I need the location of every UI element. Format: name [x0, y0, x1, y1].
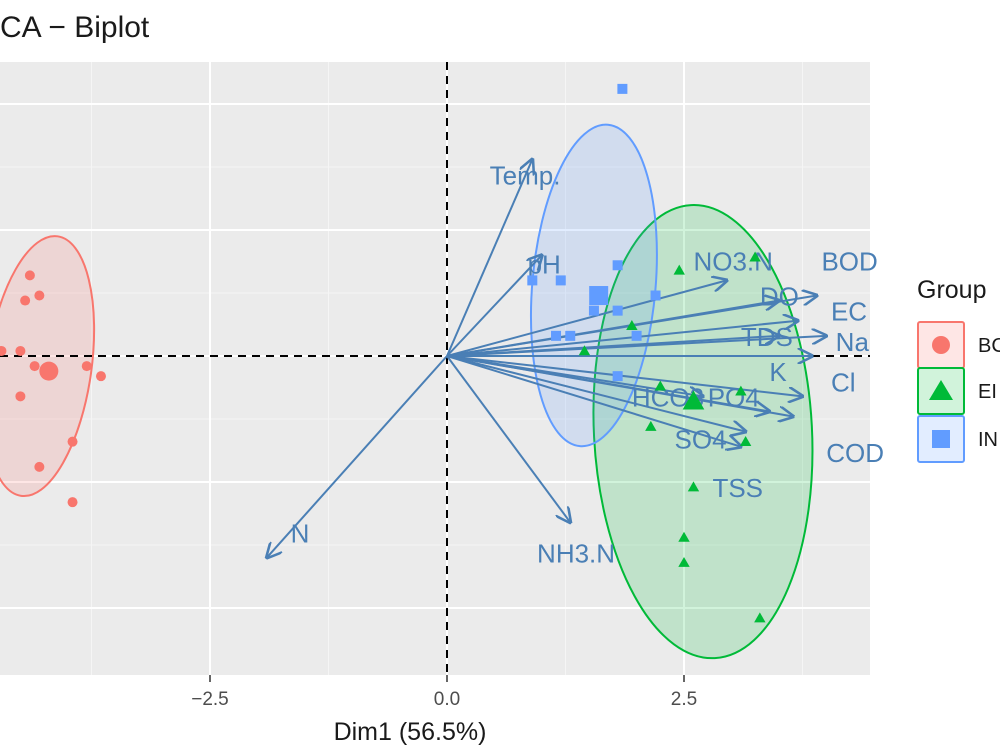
point-in: [588, 305, 599, 316]
vector-do: [446, 301, 779, 357]
vector-label-no3n: NO3.N: [693, 246, 772, 276]
point-ei: [645, 420, 657, 431]
point-in: [527, 275, 538, 286]
point-ei: [739, 435, 752, 446]
point-bc: [81, 361, 92, 372]
point-bc: [67, 497, 78, 508]
vector-label-do: DO: [760, 282, 799, 312]
point-in: [612, 305, 623, 316]
vector-tss: [446, 355, 741, 447]
vector-na: [446, 336, 826, 357]
x-tick-label: 0.0: [434, 689, 460, 710]
point-bc: [20, 295, 31, 306]
legend-label-bc: BC: [978, 335, 1000, 357]
point-ei: [678, 556, 690, 567]
legend-symbol-ei: [929, 380, 953, 400]
vector-so4: [446, 355, 746, 432]
point-ei: [735, 385, 747, 396]
legend-symbol-bc: [932, 336, 950, 354]
legend-label-in: IN: [978, 429, 998, 451]
chart-title: CA − Biplot: [0, 11, 150, 44]
point-bc: [67, 436, 78, 447]
point-in: [631, 330, 642, 341]
point-in: [565, 330, 576, 341]
point-in: [612, 371, 623, 382]
confidence-ellipses: [0, 123, 814, 660]
x-axis-ticks: −2.5 0.0 2.5: [191, 675, 697, 710]
vector-label-temp: Temp.: [490, 161, 561, 191]
vector-label-bod: BOD: [821, 246, 877, 276]
point-ei: [678, 531, 690, 542]
x-tick-label: −2.5: [191, 689, 229, 710]
point-ei: [654, 380, 666, 391]
legend-label-ei: EI: [978, 381, 997, 403]
vector-label-po4: PO4: [708, 382, 760, 412]
vector-temp: [446, 159, 532, 357]
reference-lines: [0, 62, 870, 675]
vector-no3n: [446, 280, 727, 357]
point-bc: [24, 270, 35, 281]
legend-symbol-in: [932, 430, 950, 448]
vector-label-k: K: [769, 357, 787, 387]
point-ei: [578, 345, 591, 356]
vector-label-tds: TDS: [741, 322, 793, 352]
legend: Group BC EI IN: [917, 276, 1000, 463]
point-ei: [754, 612, 766, 623]
vector-label-tss: TSS: [712, 473, 763, 503]
point-bc: [15, 345, 26, 356]
point-bc: [34, 290, 45, 301]
x-axis-label: Dim1 (56.5%): [334, 718, 487, 746]
vector-nh3n: [446, 355, 570, 522]
vector-cod: [446, 355, 793, 416]
vector-label-ec: EC: [831, 297, 867, 327]
observation-points: [0, 83, 766, 623]
x-tick-label: 2.5: [671, 689, 697, 710]
vector-n: [267, 355, 448, 558]
point-in: [551, 330, 562, 341]
point-bc: [95, 371, 106, 382]
point-ei: [626, 320, 638, 331]
vector-label-nh3n: NH3.N: [537, 539, 615, 569]
centroid-ei: [682, 390, 705, 410]
vector-label-cl: Cl: [831, 367, 856, 397]
point-bc: [29, 361, 40, 372]
legend-title: Group: [917, 276, 986, 304]
vector-label-ph: pH: [528, 249, 561, 279]
point-ei: [687, 481, 700, 492]
ellipse-ei: [592, 204, 814, 660]
vector-label-na: Na: [836, 327, 870, 357]
point-in: [617, 83, 628, 94]
point-bc: [34, 461, 45, 472]
vector-ec: [446, 321, 798, 357]
vector-label-cod: COD: [826, 438, 884, 468]
point-in: [555, 275, 566, 286]
centroid-bc: [39, 361, 59, 381]
plot-panel: [0, 62, 870, 675]
point-ei: [673, 264, 685, 275]
point-in: [612, 260, 623, 271]
point-in: [650, 290, 661, 301]
vector-cl: [446, 355, 803, 396]
vector-ph: [446, 255, 542, 357]
vector-label-n: N: [291, 518, 310, 548]
point-bc: [0, 345, 7, 356]
point-ei: [749, 251, 761, 262]
point-bc: [15, 391, 26, 402]
centroid-in: [589, 286, 609, 306]
